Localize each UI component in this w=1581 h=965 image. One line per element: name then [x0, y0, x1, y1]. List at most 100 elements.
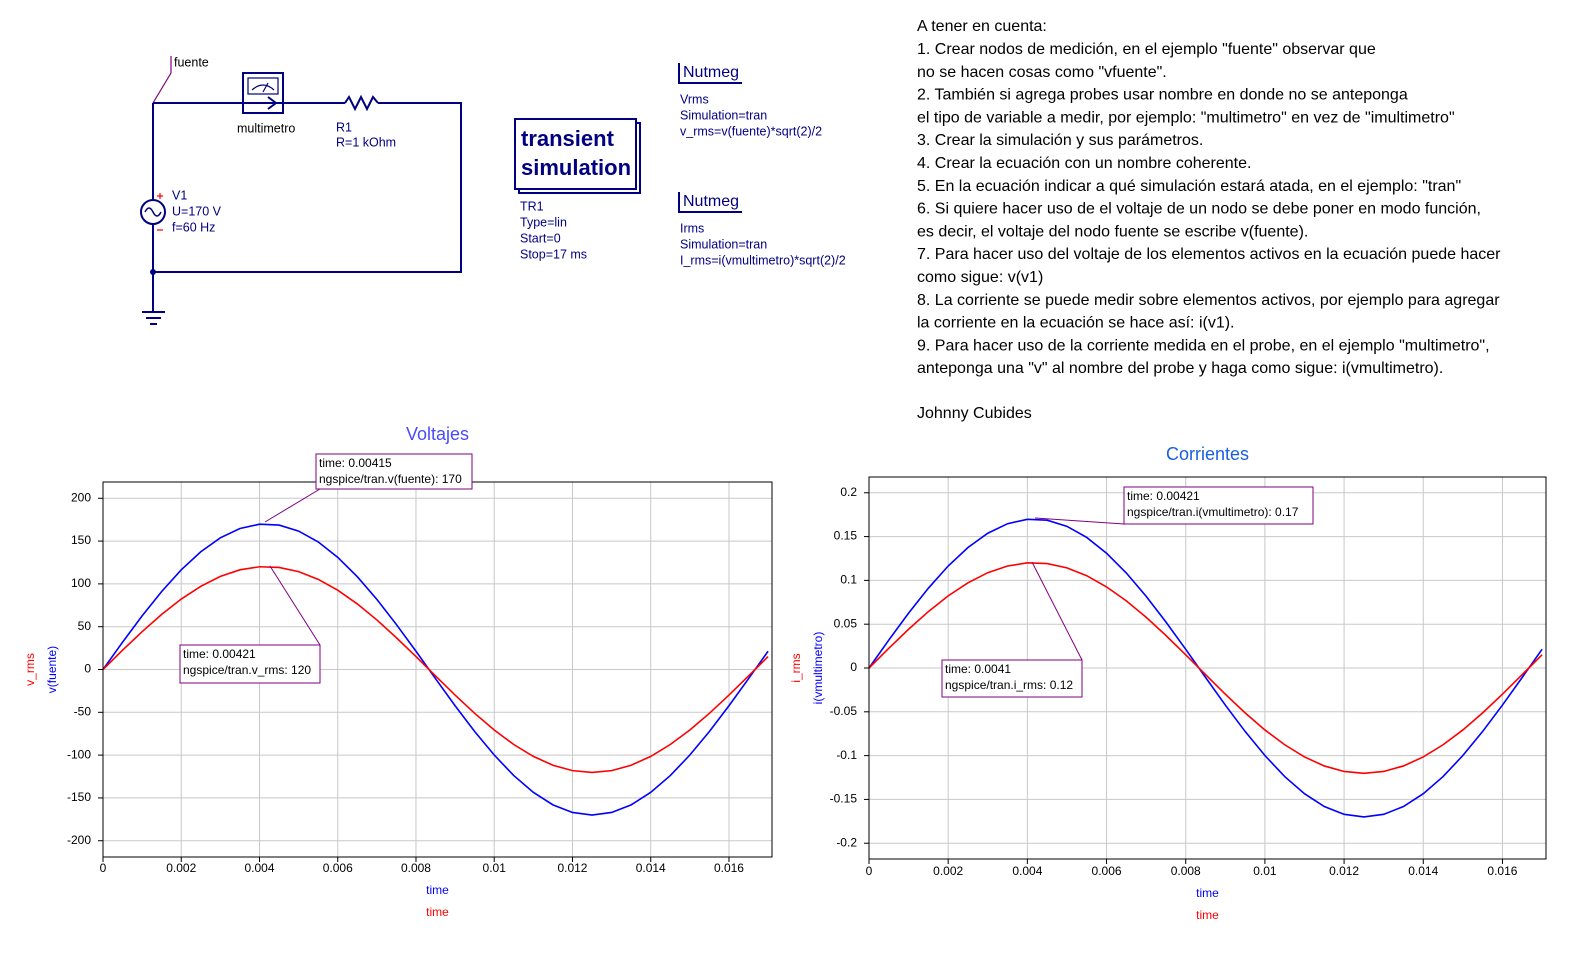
annotation-leader: [269, 565, 321, 646]
x-tick-label: 0.01: [483, 861, 507, 875]
y-tick-label: -150: [67, 790, 91, 804]
x-tick-label: 0.004: [1012, 864, 1042, 878]
source-voltage: U=170 V: [172, 204, 222, 218]
sim-param: Stop=17 ms: [520, 247, 587, 261]
x-tick-label: 0.012: [557, 861, 587, 875]
sim-title: simulation: [521, 155, 631, 180]
probe-body: [242, 72, 284, 114]
note-line: como sigue: v(v1): [917, 269, 1043, 286]
equation-title: Nutmeg: [683, 193, 739, 210]
annotation-text: time: 0.00421: [1127, 489, 1200, 503]
note-line: no se hacen cosas como "vfuente".: [917, 64, 1167, 81]
probe-dial: [247, 77, 279, 95]
note-line: 8. La corriente se puede medir sobre ele…: [917, 292, 1500, 309]
sim-box: [514, 118, 637, 190]
sim-title: transient: [521, 126, 615, 151]
x-tick-label: 0: [100, 861, 107, 875]
node-label-leader: [152, 56, 172, 104]
note-line: el tipo de variable a medir, por ejemplo…: [917, 109, 1455, 126]
resistor-value: R=1 kOhm: [336, 135, 396, 149]
x-tick-label: 0: [866, 864, 873, 878]
y-tick-label: 0.2: [840, 485, 857, 499]
annotation-text: ngspice/tran.v_rms: 120: [183, 663, 311, 677]
x-tick-label: 0.014: [1408, 864, 1438, 878]
y-tick-label: -0.2: [836, 835, 857, 849]
annotation-text: ngspice/tran.i(vmultimetro): 0.17: [1127, 505, 1299, 519]
y-tick-label: 0.1: [840, 573, 857, 587]
annotation-text: time: 0.0041: [945, 662, 1011, 676]
probe-label: multimetro: [237, 121, 295, 135]
equation-line: Simulation=tran: [680, 237, 767, 251]
y-tick-label: -200: [67, 833, 91, 847]
sim-param: Start=0: [520, 231, 561, 245]
annotation-text: ngspice/tran.v(fuente): 170: [319, 472, 462, 486]
note-line: anteponga una "v" al nombre del probe y …: [917, 360, 1443, 377]
y-tick-label: 0: [84, 662, 91, 676]
y-axis-label: v_rms: [23, 653, 37, 686]
x-tick-label: 0.014: [636, 861, 666, 875]
x-tick-label: 0.006: [1092, 864, 1122, 878]
annotation-text: time: 0.00421: [183, 647, 256, 661]
x-axis-label: time: [1196, 886, 1219, 900]
note-line: es decir, el voltaje del nodo fuente se …: [917, 223, 1308, 240]
annotation-box: [941, 659, 1083, 698]
probe-needle: [251, 82, 275, 93]
annotation-leader: [1031, 561, 1083, 661]
annotation-leader: [264, 488, 321, 523]
x-tick-label: 0.012: [1329, 864, 1359, 878]
x-axis-label: time: [1196, 908, 1219, 922]
note-line: 9. Para hacer uso de la corriente medida…: [917, 337, 1490, 354]
annotation-box: [315, 453, 473, 490]
y-tick-label: -100: [67, 747, 91, 761]
series-line: [868, 518, 1543, 818]
annotation-text: time: 0.00415: [319, 456, 392, 470]
x-tick-label: 0.002: [166, 861, 196, 875]
y-axis-label: i(vmultimetro): [811, 632, 825, 705]
note-line: 6. Si quiere hacer uso de el voltaje de …: [917, 201, 1481, 218]
y-tick-label: 0: [850, 660, 857, 674]
note-line: 5. En la ecuación indicar a qué simulaci…: [917, 178, 1461, 195]
equation-bracket: [678, 63, 742, 84]
note-line: A tener en cuenta:: [917, 18, 1047, 35]
y-tick-label: 150: [71, 533, 91, 547]
x-axis-label: time: [426, 905, 449, 919]
note-line: 7. Para hacer uso del voltaje de los ele…: [917, 246, 1501, 263]
x-axis-label: time: [426, 883, 449, 897]
chart: Corrientes 0.2 0.15 0.1 0.05 0 -0.05 -0.1 -0.15 -…: [789, 444, 1547, 922]
source-name: V1: [172, 188, 187, 202]
equation-line: Simulation=tran: [680, 108, 767, 122]
annotation-text: ngspice/tran.i_rms: 0.12: [945, 678, 1073, 692]
equation-line: Vrms: [680, 92, 709, 106]
y-tick-label: -0.05: [830, 704, 858, 718]
note-line: la corriente en la ecuación se hace así:…: [917, 315, 1235, 332]
note-line: 2. También si agrega probes usar nombre …: [917, 87, 1408, 104]
y-tick-label: -0.1: [836, 748, 857, 762]
y-axis-label: i_rms: [789, 653, 803, 682]
source-polarity: [157, 193, 163, 231]
y-tick-label: 200: [71, 490, 91, 504]
y-tick-label: 50: [78, 619, 92, 633]
sim-param: TR1: [520, 199, 544, 213]
node-dot: [150, 269, 156, 275]
chart: Voltajes 200 150 100 50 0 -50 -100 -150 -200 0 0.00…: [23, 424, 773, 919]
chart-title: Corrientes: [1166, 444, 1249, 464]
probe-arrow: [243, 96, 283, 110]
x-tick-label: 0.016: [714, 861, 744, 875]
annotation-leader: [1034, 517, 1125, 525]
x-tick-label: 0.002: [933, 864, 963, 878]
chart-title: Voltajes: [406, 424, 469, 444]
resistor-name: R1: [336, 120, 352, 134]
equation-title: Nutmeg: [683, 64, 739, 81]
plot-border: [868, 476, 1547, 860]
resistor: [344, 94, 379, 112]
wire: [153, 102, 462, 273]
y-axis-label: v(fuente): [45, 646, 59, 693]
y-tick-label: -50: [74, 704, 92, 718]
schematic: fuente multimetro R1 R=1 kOhm V1 U=170 V…: [140, 55, 846, 325]
equation-bracket: [678, 192, 742, 213]
source-wave: [144, 207, 162, 217]
ground: [142, 311, 165, 325]
x-tick-label: 0.01: [1253, 864, 1277, 878]
annotation-box: [179, 644, 321, 684]
